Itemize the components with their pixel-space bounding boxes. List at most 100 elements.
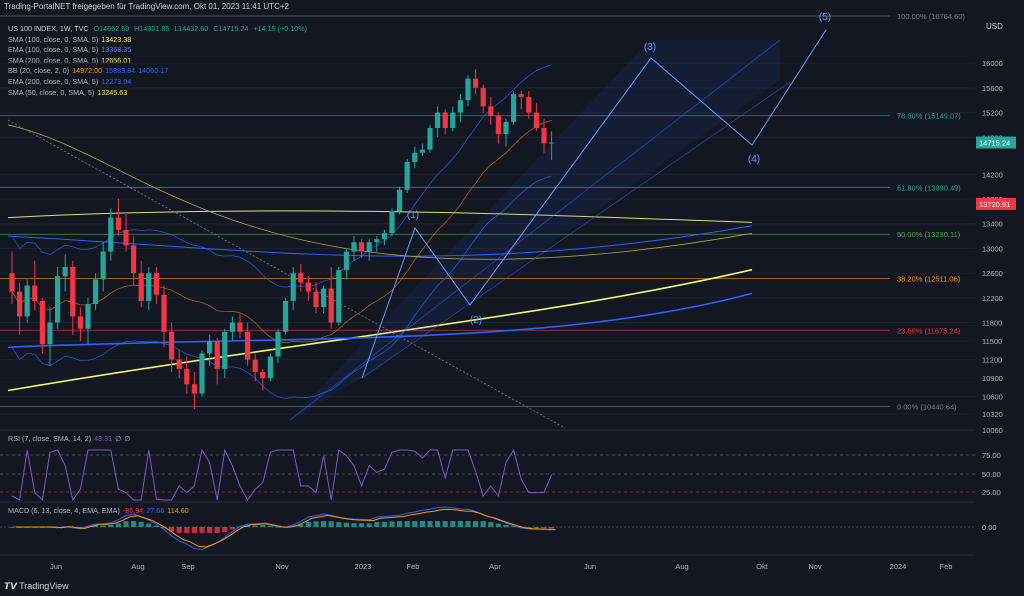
macd-tick: 0.00 <box>982 523 997 532</box>
legend-label: SMA (100, close, 0, SMA, 5) <box>8 34 99 44</box>
bb-upper <box>11 64 552 288</box>
candle-body <box>176 359 182 369</box>
macd-hist <box>427 521 433 527</box>
legend-value-upper: 15883.84 <box>105 66 136 76</box>
macd-hist <box>138 521 144 527</box>
legend-value: 12273.04 <box>101 76 132 86</box>
macd-hist <box>374 522 380 527</box>
legend-row-sma50[interactable]: SMA (50, close, 0, SMA, 5) 13245.63 <box>8 88 310 99</box>
candle-body <box>442 112 448 129</box>
symbol-name[interactable]: US 100 INDEX, 1W, TVC <box>8 24 89 33</box>
rsi-value3: ∅ <box>124 434 131 443</box>
candle-body <box>435 112 441 129</box>
macd-value-signal: 114.60 <box>167 506 189 515</box>
time-tick: Nov <box>808 562 822 571</box>
price-tag-bg <box>976 197 1016 210</box>
macd-hist <box>245 525 251 527</box>
macd-hist <box>343 522 349 527</box>
candle-body <box>381 233 387 240</box>
legend-value: 12656.01 <box>101 55 132 65</box>
candle-body <box>55 276 61 323</box>
legend-row-ema200[interactable]: EMA (200, close, 0, SMA, 5) 12273.04 <box>8 77 310 88</box>
candle-body <box>260 371 266 379</box>
price-tick: 11500 <box>982 337 1002 346</box>
currency-label[interactable]: USD <box>986 22 1003 31</box>
macd-hist <box>389 521 395 527</box>
ema200-line <box>7 292 753 349</box>
macd-hist <box>267 525 273 527</box>
macd-hist <box>237 526 243 528</box>
candle-body <box>138 273 144 301</box>
channel-upper <box>289 39 781 421</box>
macd-hist <box>313 521 319 527</box>
price-tick: 14200 <box>982 170 1003 179</box>
fib-label: 23.60% (11675.24) <box>897 326 961 335</box>
macd-hist <box>488 522 494 527</box>
macd-hist <box>526 527 532 528</box>
candle-body <box>305 282 311 292</box>
time-tick: Nov <box>275 562 289 571</box>
candle-body <box>374 239 380 243</box>
price-tick: 10060 <box>982 426 1003 435</box>
price-tick: 10320 <box>982 410 1003 419</box>
legend-main[interactable]: US 100 INDEX, 1W, TVC O14662.69 H14901.8… <box>8 24 310 35</box>
chart-header: Trading-PortalNET freigegeben für Tradin… <box>4 2 289 11</box>
macd-hist <box>214 527 220 533</box>
legend-row-sma100[interactable]: SMA (100, close, 0, SMA, 5) 13423.38 <box>8 35 310 46</box>
candle-body <box>457 100 463 113</box>
macd-hist <box>412 521 418 527</box>
tv-logo-icon: 𝙏𝙑 <box>4 581 18 591</box>
macd-hist <box>328 521 334 527</box>
tradingview-logo[interactable]: 𝙏𝙑 TradingView <box>4 581 69 592</box>
macd-hist <box>169 527 175 532</box>
rsi-label[interactable]: RSI (7, close, SMA, 14, 2) 43.31 ∅ ∅ <box>8 434 134 443</box>
macd-hist <box>321 521 327 527</box>
time-axis: Jun Aug Sep Nov 2023 Feb Apr Jun Aug Okt Nov 2024 Fe… <box>50 562 953 571</box>
candle-body <box>17 291 23 317</box>
legend-row-bb[interactable]: BB (20, close, 2, 0) 14972.00 15883.84 1406… <box>8 66 310 77</box>
time-tick: 2024 <box>890 562 907 571</box>
macd-value-hist: -86.94 <box>122 506 144 515</box>
candle-body <box>336 270 342 323</box>
macd-hist <box>533 527 539 529</box>
candle-body <box>85 304 91 329</box>
candle-body <box>237 322 243 332</box>
rsi-tick: 75.00 <box>982 451 1001 460</box>
candle-body <box>93 279 99 305</box>
wave-label: (5) <box>819 12 831 23</box>
macd-hist <box>77 527 83 528</box>
candle-body <box>123 229 129 246</box>
macd-hist <box>457 521 463 527</box>
candlesticks <box>9 69 555 410</box>
candle-body <box>245 331 251 360</box>
signal-line <box>16 508 556 548</box>
candle-body <box>108 217 114 252</box>
fibonacci-retracement: 100.00% (16764.60) 78.60% (15149.07) 61.80… <box>0 12 965 412</box>
legend-value: 13423.38 <box>101 34 132 44</box>
candle-body <box>488 106 494 116</box>
channel-lower <box>361 81 791 379</box>
candle-body <box>389 211 395 234</box>
candle-body <box>549 142 555 144</box>
price-tick: 11200 <box>982 356 1002 365</box>
price-tick: 12200 <box>982 294 1003 303</box>
macd-hist <box>397 521 403 527</box>
price-tick: 16000 <box>982 59 1003 68</box>
macd-hist <box>275 526 281 528</box>
candle-body <box>351 242 357 252</box>
ema100-line <box>7 225 753 257</box>
price-tag-bg <box>976 136 1016 149</box>
macd-hist <box>153 525 159 527</box>
macd-hist <box>495 523 501 527</box>
fib-label: 100.00% (16764.60) <box>897 12 965 21</box>
macd-label[interactable]: MACD (6, 13, close, 4, EMA, EMA) -86.94 27… <box>8 506 192 515</box>
open-value: O14662.69 <box>93 24 130 33</box>
macd-pane: 0.00 <box>0 501 997 556</box>
price-tick: 10900 <box>982 374 1003 383</box>
legend-row-sma200[interactable]: SMA (200, close, 0, SMA, 5) 12656.01 <box>8 56 310 67</box>
macd-value-line: 27.66 <box>146 506 165 515</box>
candle-body <box>313 291 319 308</box>
legend-row-ema100[interactable]: EMA (100, close, 0, SMA, 5) 13368.35 <box>8 45 310 56</box>
macd-hist <box>146 523 152 527</box>
